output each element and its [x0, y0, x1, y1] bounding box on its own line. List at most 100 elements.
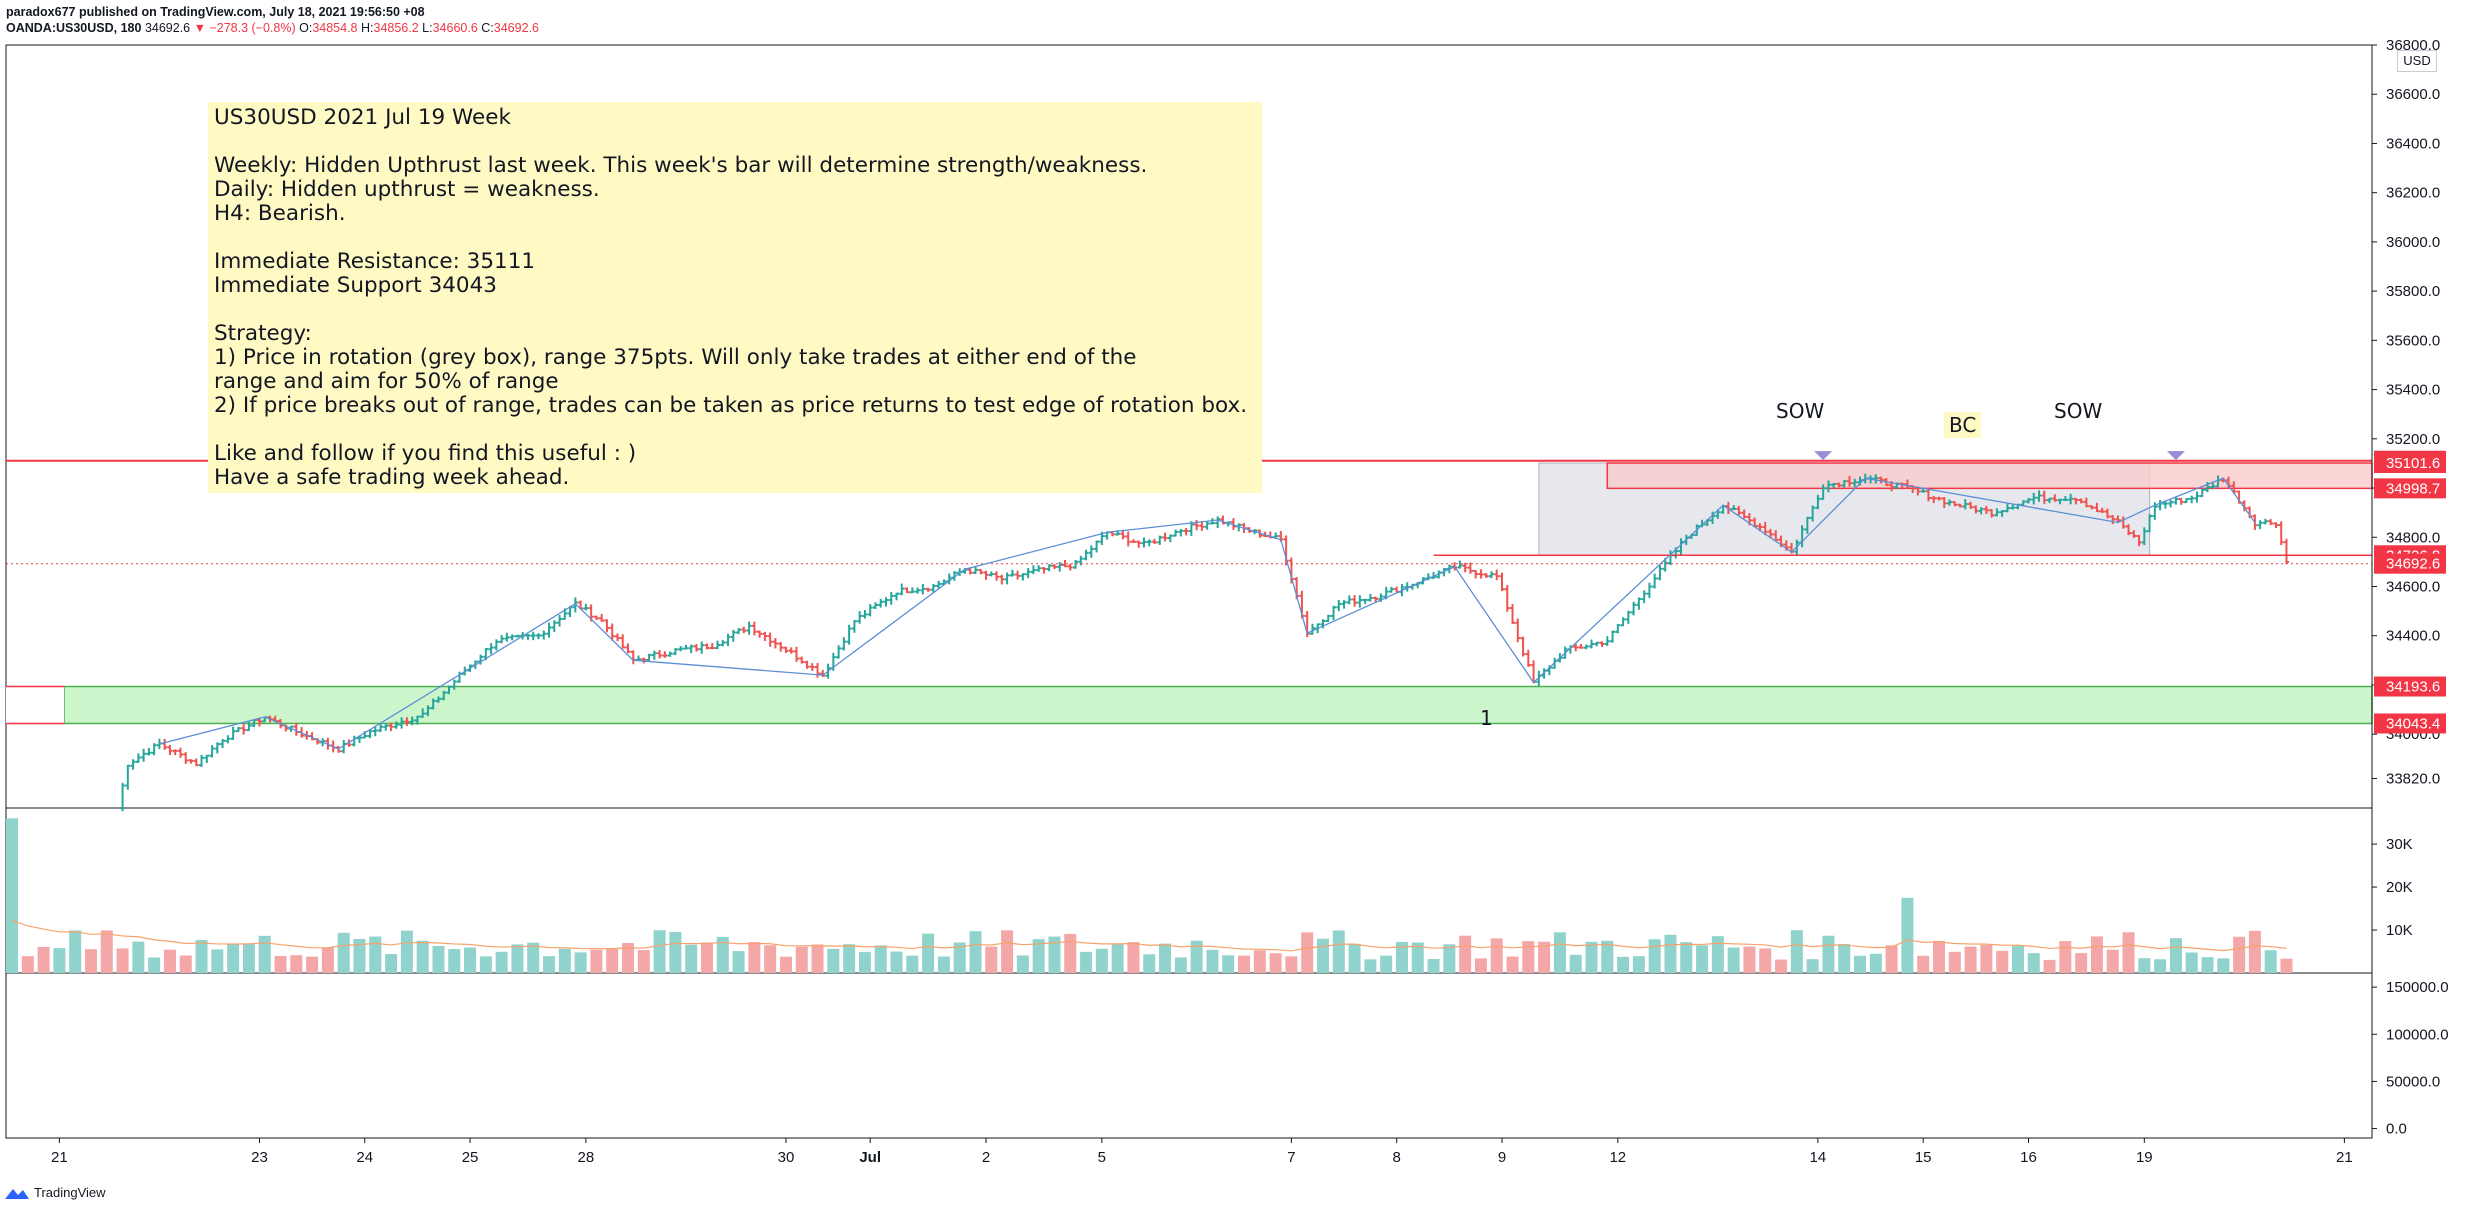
ohlc-bar-down [404, 717, 410, 726]
ohlc-bar-up [378, 722, 384, 733]
ohlc-bar-up [230, 726, 236, 740]
volume-bar [732, 951, 745, 973]
note-strategy-1a: 1) Price in rotation (grey box), range 3… [214, 345, 1137, 370]
ohlc-bar-up [1025, 568, 1031, 579]
ohlc-bar-up [509, 634, 515, 641]
tradingview-footer[interactable]: TradingView [4, 1185, 106, 1200]
ohlc-bar-down [1183, 528, 1189, 536]
ohlc-bar-up [488, 643, 494, 655]
ohlc-bar-up [888, 591, 894, 605]
volume-bar [1253, 950, 1266, 973]
ohlc-bar-down [994, 571, 1000, 581]
ohlc-bar-up [1841, 479, 1847, 488]
ohlc-bar-up [878, 598, 884, 608]
low-label: L: [422, 21, 433, 35]
indicator-tick-label: 150000.0 [2386, 979, 2449, 996]
ohlc-bar-up [214, 742, 220, 754]
ohlc-bar-down [183, 752, 189, 764]
ohlc-bar-up [715, 640, 721, 650]
ohlc-bar-down [1515, 618, 1521, 643]
volume-bar [858, 952, 871, 973]
time-tick-label: Jul [859, 1149, 881, 1166]
ohlc-bar-up [1615, 623, 1621, 634]
ohlc-bar-up [1388, 586, 1394, 593]
ohlc-bar-down [2273, 522, 2279, 528]
ohlc-bar-up [1009, 569, 1015, 577]
ohlc-bar-down [1983, 505, 1989, 514]
volume-bar [37, 946, 50, 973]
ohlc-bar-up [1320, 619, 1326, 629]
volume-bar [306, 956, 319, 973]
wave-zigzag [159, 477, 2256, 750]
volume-bar [1159, 943, 1172, 973]
ohlc-bar-up [1073, 559, 1079, 569]
ohlc-bar-up [120, 782, 126, 812]
ohlc-bar-up [430, 698, 436, 710]
volume-bar [1569, 954, 1582, 973]
volume-bar [1174, 957, 1187, 973]
volume-bar [795, 946, 808, 973]
volume-bar [1380, 955, 1393, 973]
ohlc-bar-up [2162, 501, 2168, 509]
volume-bar [1048, 936, 1061, 973]
ohlc-bar-down [2094, 502, 2100, 513]
volume-bar [1869, 953, 1882, 973]
volume-bar [1711, 936, 1724, 973]
volume-bar [416, 940, 429, 973]
ohlc-bar-down [1062, 559, 1068, 568]
ohlc-bar-up [1873, 474, 1879, 484]
ohlc-bar-up [1815, 494, 1821, 510]
indicator-tick-label: 50000.0 [2386, 1073, 2440, 1090]
ohlc-bar-up [225, 735, 231, 744]
currency-badge[interactable]: USD [2397, 50, 2437, 72]
ohlc-bar-down [241, 724, 247, 735]
volume-bar [2248, 930, 2261, 973]
ohlc-bar-up [1641, 590, 1647, 604]
bc-label: BC [1944, 412, 1982, 438]
ohlc-bar-up [557, 615, 563, 627]
volume-bar [1901, 897, 1914, 973]
ohlc-bar-up [720, 639, 726, 647]
ohlc-bar-up [1604, 636, 1610, 646]
volume-bar [242, 943, 255, 973]
volume-bar [2090, 936, 2103, 973]
volume-bar [890, 951, 903, 973]
volume-bar [1127, 942, 1140, 973]
ohlc-bar-down [1878, 476, 1884, 484]
ohlc-bar-down [709, 643, 715, 650]
price-tick-label: 34800.0 [2386, 529, 2440, 546]
indicator-tick-label: 0.0 [2386, 1121, 2407, 1138]
ohlc-bar-up [2183, 497, 2189, 504]
ohlc-bar-up [125, 764, 131, 790]
volume-tick-label: 20K [2386, 879, 2413, 896]
ohlc-bar-up [846, 624, 852, 645]
resistance-zone [1606, 462, 2373, 490]
volume-bar [1648, 939, 1661, 973]
ohlc-bar-up [1088, 545, 1094, 558]
close-value: 34692.6 [493, 21, 539, 35]
ohlc-bar-up [1488, 571, 1494, 579]
ohlc-bar-up [2025, 497, 2031, 504]
ohlc-bar-up [504, 632, 510, 642]
ohlc-bar-down [256, 717, 262, 727]
volume-bar [2122, 932, 2135, 973]
ohlc-bar-up [1994, 508, 2000, 517]
volume-bar [321, 947, 334, 973]
ohlc-bar-down [662, 651, 668, 658]
volume-bar [622, 942, 635, 973]
price-tick-label: 33820.0 [2386, 770, 2440, 787]
ohlc-bar-up [1094, 540, 1100, 553]
note-daily: Daily: Hidden upthrust = weakness. [214, 177, 600, 202]
ohlc-bar-up [841, 637, 847, 651]
volume-bar [937, 956, 950, 973]
volume-bar [1443, 944, 1456, 973]
symbol-label[interactable]: OANDA:US30USD, 180 [6, 21, 142, 35]
ohlc-bar-down [1936, 496, 1942, 501]
volume-bar [53, 948, 66, 973]
open-value: 34854.8 [312, 21, 358, 35]
ohlc-bar-up [2047, 497, 2053, 503]
volume-bar [1680, 942, 1693, 973]
volume-bar [906, 955, 919, 973]
time-tick-label: 7 [1287, 1149, 1295, 1166]
volume-bar [2185, 952, 2198, 973]
